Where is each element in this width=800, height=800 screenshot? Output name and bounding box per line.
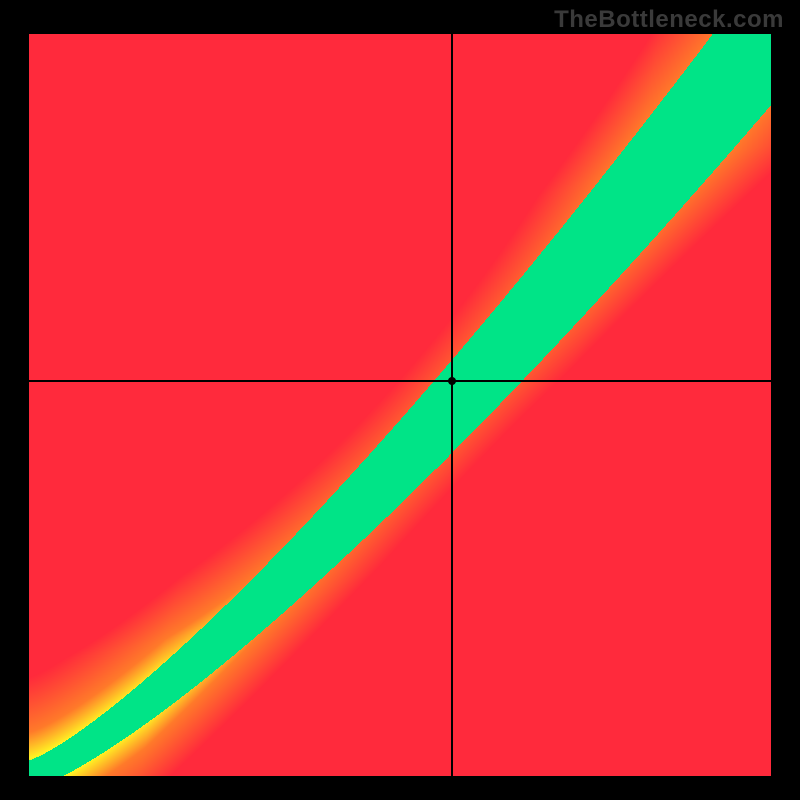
heatmap-container: TheBottleneck.com	[0, 0, 800, 800]
crosshair-vertical	[451, 34, 453, 776]
watermark-text: TheBottleneck.com	[554, 6, 784, 34]
crosshair-horizontal	[29, 380, 771, 382]
bottleneck-heatmap	[29, 34, 771, 776]
crosshair-marker	[448, 377, 456, 385]
